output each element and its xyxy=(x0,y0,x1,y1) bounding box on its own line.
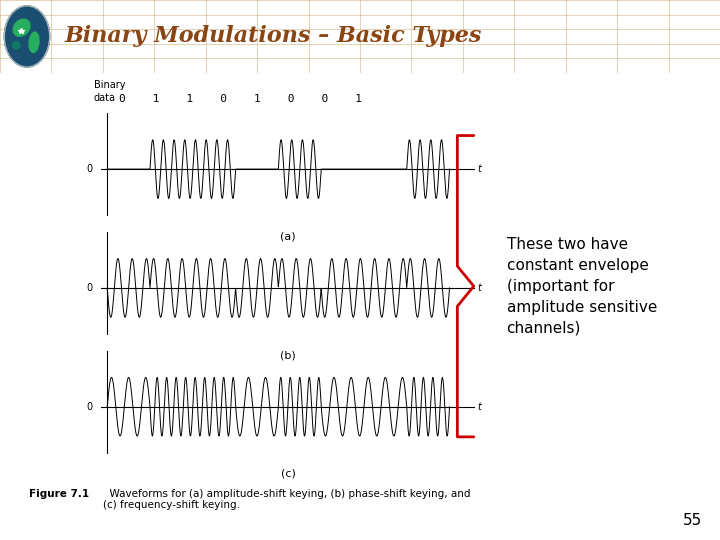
Text: 0: 0 xyxy=(86,164,92,174)
Text: (c): (c) xyxy=(281,469,295,479)
Text: Binary Modulations – Basic Types: Binary Modulations – Basic Types xyxy=(65,25,482,48)
Text: These two have
constant envelope
(important for
amplitude sensitive
channels): These two have constant envelope (import… xyxy=(507,237,657,336)
Text: 0: 0 xyxy=(86,402,92,411)
Text: Binary: Binary xyxy=(94,80,125,90)
Text: Waveforms for (a) amplitude-shift keying, (b) phase-shift keying, and
(c) freque: Waveforms for (a) amplitude-shift keying… xyxy=(104,489,471,510)
Text: 0: 0 xyxy=(86,283,92,293)
Circle shape xyxy=(4,6,50,67)
Text: (a): (a) xyxy=(280,231,296,241)
Ellipse shape xyxy=(13,19,30,36)
Text: t: t xyxy=(477,402,481,411)
Text: 55: 55 xyxy=(683,513,702,528)
Text: t: t xyxy=(477,283,481,293)
Text: t: t xyxy=(477,164,481,174)
Ellipse shape xyxy=(12,42,20,49)
Text: Figure 7.1: Figure 7.1 xyxy=(29,489,89,499)
Ellipse shape xyxy=(29,32,39,52)
Text: data: data xyxy=(94,93,116,103)
Text: 0    1    1    0    1    0    0    1: 0 1 1 0 1 0 0 1 xyxy=(119,93,361,104)
Text: (b): (b) xyxy=(280,350,296,360)
